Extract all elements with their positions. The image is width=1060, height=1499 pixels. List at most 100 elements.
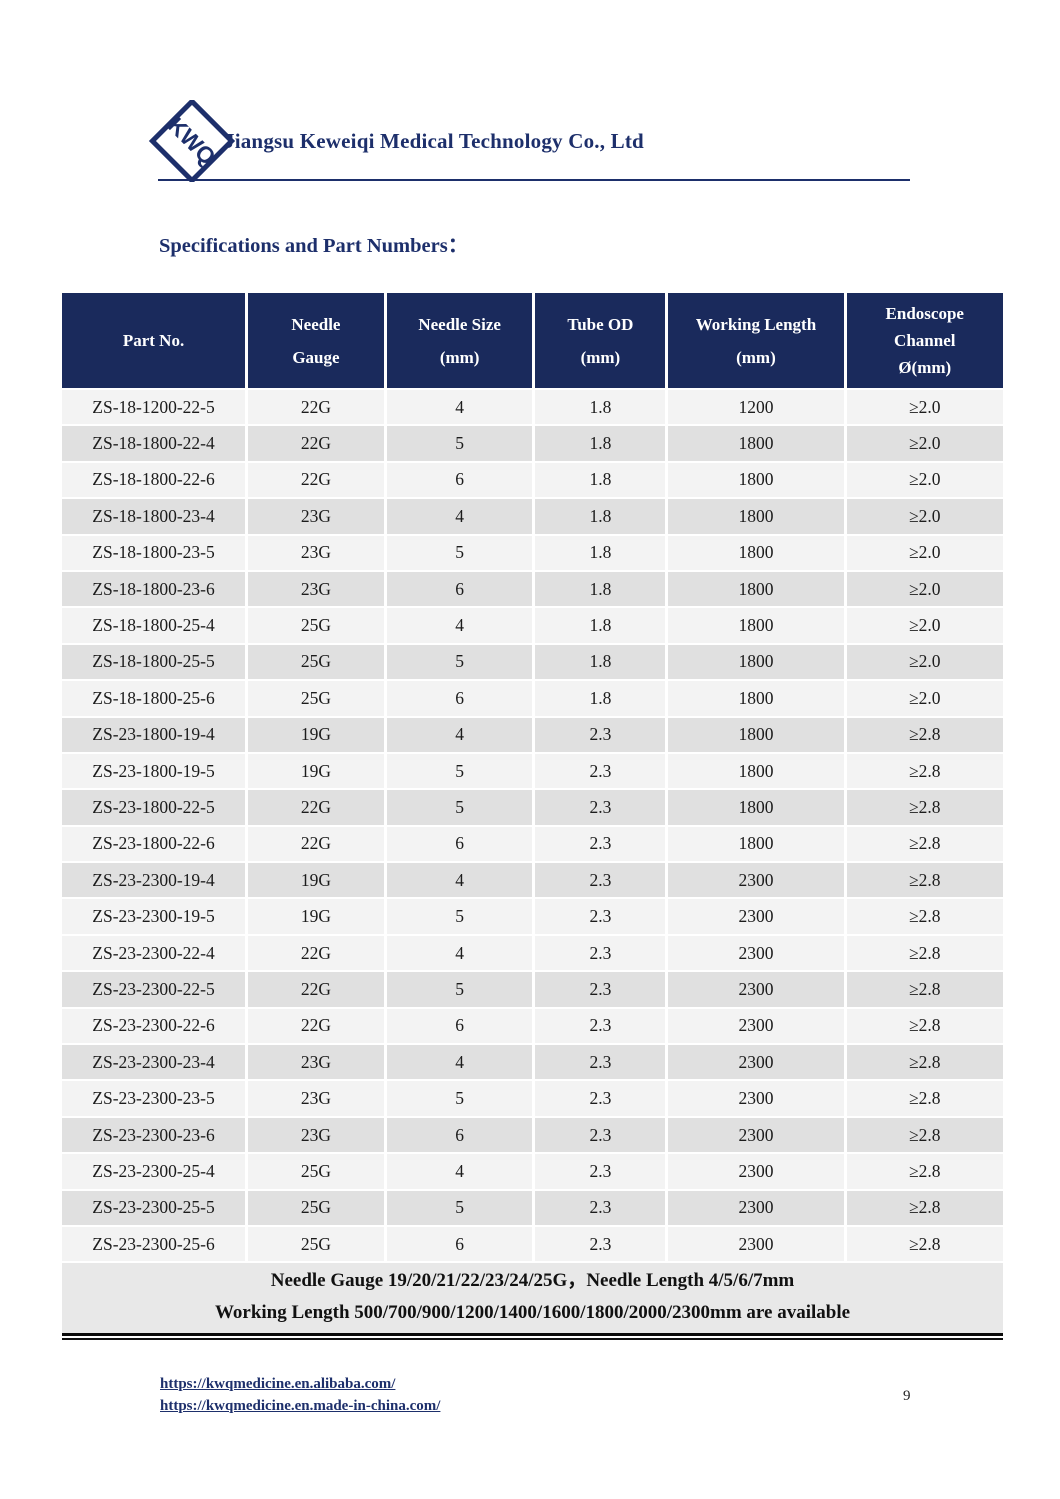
spec-table: Part No. Needle Gauge Needle Size (mm) Tube O… — [62, 293, 1003, 1341]
cell-endoscope-channel: ≥2.0 — [846, 644, 1003, 680]
table-row: ZS-23-2300-19-4 19G 4 2.3 2300 ≥2.8 — [62, 863, 1003, 898]
cell-needle-size: 5 — [386, 790, 533, 825]
cell-tube-od: 1.8 — [535, 426, 666, 461]
table-bottom-rule — [62, 1333, 1003, 1341]
cell-working-length: 2300 — [668, 899, 844, 934]
cell-needle-size: 6 — [386, 1117, 533, 1153]
cell-working-length: 2300 — [668, 1117, 844, 1153]
cell-working-length: 2300 — [668, 1154, 844, 1189]
cell-tube-od: 2.3 — [535, 1117, 666, 1153]
cell-working-length: 2300 — [668, 1045, 844, 1080]
cell-needle-gauge: 25G — [248, 681, 384, 716]
cell-needle-gauge: 22G — [248, 426, 384, 461]
cell-endoscope-channel: ≥2.8 — [846, 753, 1003, 789]
cell-needle-gauge: 23G — [248, 1117, 384, 1153]
cell-needle-size: 4 — [386, 717, 533, 752]
table-row: ZS-18-1800-25-5 25G 5 1.8 1800 ≥2.0 — [62, 644, 1003, 680]
column-header-part-no: Part No. — [62, 293, 246, 388]
cell-endoscope-channel: ≥2.8 — [846, 1190, 1003, 1225]
cell-needle-size: 6 — [386, 1226, 533, 1262]
cell-tube-od: 2.3 — [535, 717, 666, 752]
cell-tube-od: 1.8 — [535, 571, 666, 607]
cell-needle-size: 5 — [386, 753, 533, 789]
table-row: ZS-18-1800-23-5 23G 5 1.8 1800 ≥2.0 — [62, 535, 1003, 570]
cell-needle-gauge: 22G — [248, 935, 384, 971]
table-row: ZS-23-1800-19-5 19G 5 2.3 1800 ≥2.8 — [62, 753, 1003, 789]
cell-part-no: ZS-23-2300-19-4 — [62, 863, 246, 898]
cell-part-no: ZS-18-1800-22-4 — [62, 426, 246, 461]
cell-needle-size: 4 — [386, 863, 533, 898]
cell-tube-od: 2.3 — [535, 1190, 666, 1225]
cell-needle-size: 4 — [386, 1154, 533, 1189]
cell-needle-gauge: 25G — [248, 644, 384, 680]
cell-needle-size: 4 — [386, 935, 533, 971]
cell-working-length: 1800 — [668, 717, 844, 752]
cell-needle-gauge: 19G — [248, 899, 384, 934]
cell-part-no: ZS-23-2300-25-6 — [62, 1226, 246, 1262]
cell-working-length: 2300 — [668, 1008, 844, 1044]
cell-endoscope-channel: ≥2.0 — [846, 681, 1003, 716]
cell-part-no: ZS-23-2300-19-5 — [62, 899, 246, 934]
cell-working-length: 2300 — [668, 1081, 844, 1116]
cell-endoscope-channel: ≥2.0 — [846, 571, 1003, 607]
cell-needle-gauge: 19G — [248, 717, 384, 752]
cell-part-no: ZS-18-1200-22-5 — [62, 390, 246, 425]
cell-part-no: ZS-23-1800-22-5 — [62, 790, 246, 825]
cell-part-no: ZS-18-1800-25-5 — [62, 644, 246, 680]
table-row: ZS-18-1200-22-5 22G 4 1.8 1200 ≥2.0 — [62, 390, 1003, 425]
company-logo-icon: KWQ — [148, 100, 236, 182]
cell-part-no: ZS-23-1800-19-4 — [62, 717, 246, 752]
cell-needle-size: 6 — [386, 681, 533, 716]
cell-part-no: ZS-23-2300-23-6 — [62, 1117, 246, 1153]
cell-part-no: ZS-23-2300-25-4 — [62, 1154, 246, 1189]
cell-endoscope-channel: ≥2.8 — [846, 1154, 1003, 1189]
table-row: ZS-18-1800-25-6 25G 6 1.8 1800 ≥2.0 — [62, 681, 1003, 716]
cell-needle-gauge: 22G — [248, 790, 384, 825]
company-name: Jiangsu Keweiqi Medical Technology Co., … — [224, 129, 644, 153]
cell-needle-size: 5 — [386, 972, 533, 1007]
table-row: ZS-23-1800-22-6 22G 6 2.3 1800 ≥2.8 — [62, 826, 1003, 862]
cell-tube-od: 2.3 — [535, 790, 666, 825]
column-header-tube-od: Tube OD (mm) — [535, 293, 666, 388]
cell-tube-od: 2.3 — [535, 753, 666, 789]
cell-tube-od: 1.8 — [535, 681, 666, 716]
cell-working-length: 1800 — [668, 608, 844, 643]
cell-working-length: 1800 — [668, 535, 844, 570]
cell-working-length: 1800 — [668, 499, 844, 534]
table-row: ZS-23-2300-25-5 25G 5 2.3 2300 ≥2.8 — [62, 1190, 1003, 1225]
footer-link[interactable]: https://kwqmedicine.en.made-in-china.com… — [160, 1398, 441, 1414]
cell-working-length: 1800 — [668, 826, 844, 862]
cell-tube-od: 2.3 — [535, 1226, 666, 1262]
cell-needle-gauge: 23G — [248, 535, 384, 570]
cell-part-no: ZS-18-1800-23-5 — [62, 535, 246, 570]
section-title: Specifications and Part Numbers： — [159, 235, 469, 257]
footer-link[interactable]: https://kwqmedicine.en.alibaba.com/ — [160, 1376, 396, 1392]
column-header-needle-gauge: Needle Gauge — [248, 293, 384, 388]
availability-note: Needle Gauge 19/20/21/22/23/24/25G，Needl… — [270, 1270, 795, 1292]
cell-endoscope-channel: ≥2.0 — [846, 462, 1003, 498]
table-row: ZS-23-2300-22-4 22G 4 2.3 2300 ≥2.8 — [62, 935, 1003, 971]
cell-endoscope-channel: ≥2.8 — [846, 790, 1003, 825]
cell-part-no: ZS-23-2300-22-6 — [62, 1008, 246, 1044]
cell-needle-gauge: 23G — [248, 1081, 384, 1116]
table-row: ZS-18-1800-23-4 23G 4 1.8 1800 ≥2.0 — [62, 499, 1003, 534]
cell-endoscope-channel: ≥2.8 — [846, 899, 1003, 934]
page-number: 9 — [903, 1388, 911, 1404]
column-header-working-length: Working Length (mm) — [668, 293, 844, 388]
table-row: ZS-23-2300-23-5 23G 5 2.3 2300 ≥2.8 — [62, 1081, 1003, 1116]
cell-working-length: 1800 — [668, 790, 844, 825]
cell-needle-gauge: 22G — [248, 1008, 384, 1044]
cell-part-no: ZS-23-1800-22-6 — [62, 826, 246, 862]
table-row: ZS-23-1800-22-5 22G 5 2.3 1800 ≥2.8 — [62, 790, 1003, 825]
header-divider — [158, 179, 910, 181]
table-notes: Needle Gauge 19/20/21/22/23/24/25G，Needl… — [62, 1263, 1003, 1334]
cell-endoscope-channel: ≥2.0 — [846, 390, 1003, 425]
cell-needle-gauge: 22G — [248, 462, 384, 498]
cell-tube-od: 1.8 — [535, 608, 666, 643]
cell-working-length: 1800 — [668, 753, 844, 789]
cell-endoscope-channel: ≥2.8 — [846, 717, 1003, 752]
cell-working-length: 1800 — [668, 426, 844, 461]
cell-tube-od: 2.3 — [535, 863, 666, 898]
cell-tube-od: 2.3 — [535, 1008, 666, 1044]
cell-needle-size: 5 — [386, 1190, 533, 1225]
